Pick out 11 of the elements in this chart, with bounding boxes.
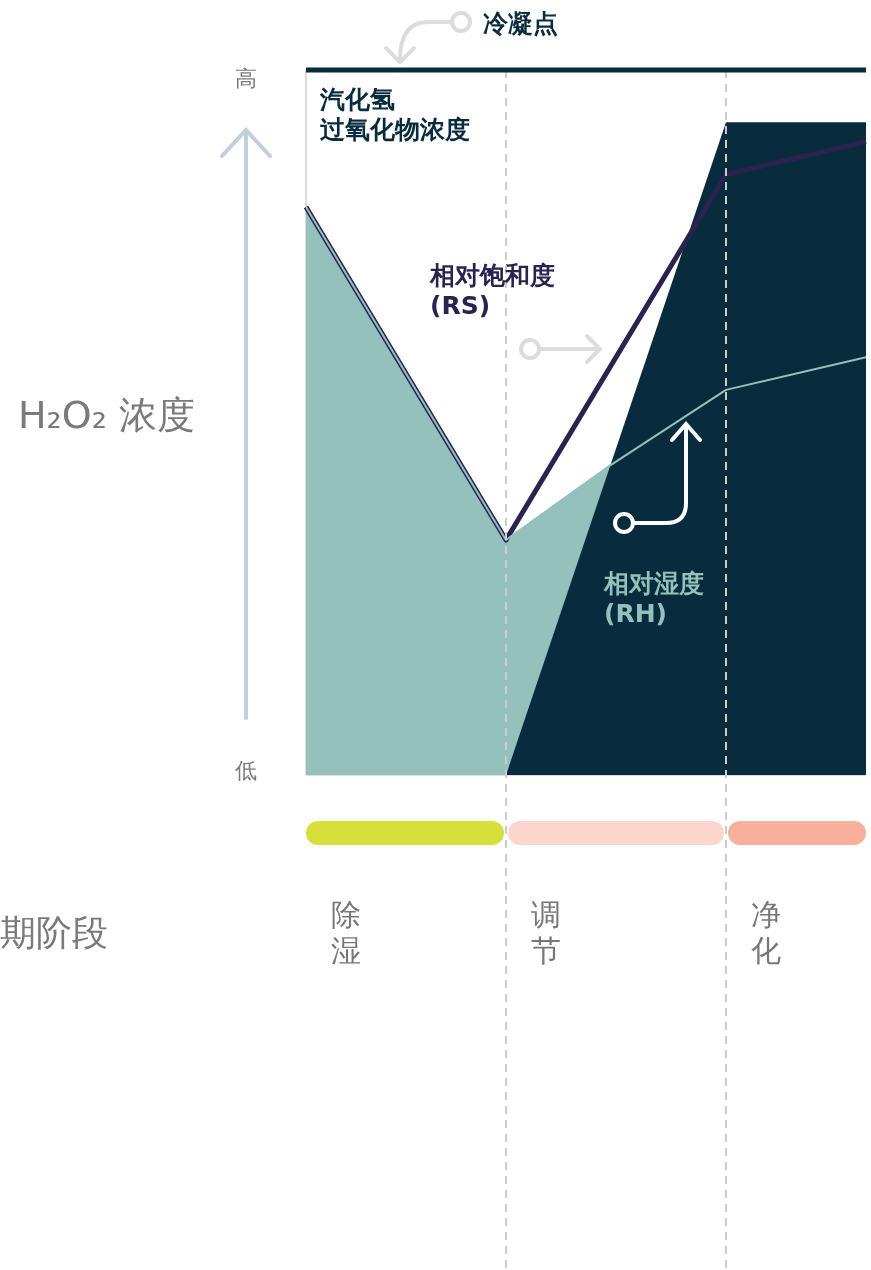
x-tick-label: 除湿 <box>331 897 361 968</box>
text: 低 <box>235 758 257 783</box>
text: 汽化氢过氧化物浓度 <box>319 85 470 144</box>
x-tick-label: 调节 <box>531 897 561 968</box>
series-label: 相对湿度(RH) <box>603 569 704 628</box>
text: 高 <box>235 66 257 91</box>
x-tick-label: 净化 <box>751 897 781 968</box>
series-label: 相对饱和度(RS) <box>429 261 555 320</box>
y-axis-title: H₂O₂ 浓度 <box>18 393 196 437</box>
text: 冷凝点 <box>483 9 558 38</box>
text: 期阶段 <box>0 912 108 953</box>
